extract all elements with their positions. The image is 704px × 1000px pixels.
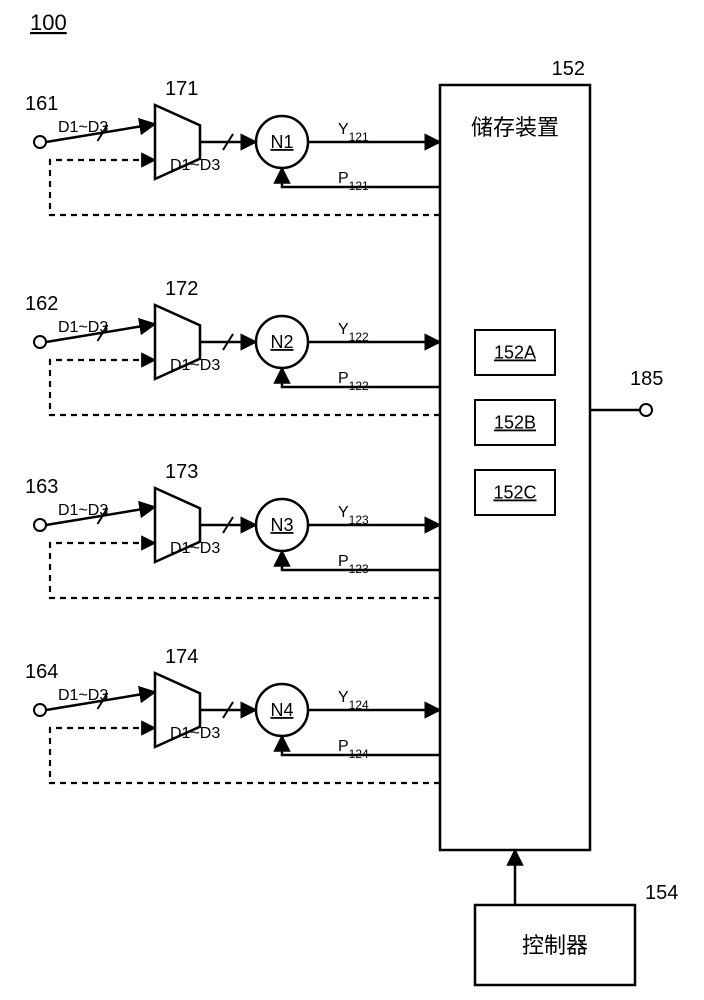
storage-ref: 152 [552,58,585,80]
signal-label: Y121 [338,121,369,144]
input-port [34,519,46,531]
input-ref: 161 [25,93,58,115]
d-label-bottom: D1~D3 [170,357,220,374]
storage-label: 储存装置 [471,115,559,140]
input-ref: 163 [25,476,58,498]
node-label: N2 [270,332,293,352]
input-ref: 164 [25,661,58,683]
d-label-bottom: D1~D3 [170,157,220,174]
storage-sub-label: 152C [493,483,536,503]
node-label: N4 [270,700,293,720]
d-label-bottom: D1~D3 [170,725,220,742]
mux-ref: 174 [165,646,198,668]
signal-label: P124 [338,738,369,761]
output-ref: 185 [630,368,663,390]
input-port [34,704,46,716]
signal-label: P123 [338,553,369,576]
node-label: N3 [270,515,293,535]
controller-ref: 154 [645,882,678,904]
input-port [34,136,46,148]
storage-sub-label: 152B [494,413,536,433]
mux-ref: 173 [165,461,198,483]
signal-label: Y124 [338,689,369,712]
node-label: N1 [270,132,293,152]
storage-box [440,85,590,850]
input-port [34,336,46,348]
mux-ref: 171 [165,78,198,100]
output-port [640,404,652,416]
d-label-top: D1~D3 [58,687,108,704]
signal-label: Y123 [338,504,369,527]
figure-ref: 100 [30,10,67,35]
mux-ref: 172 [165,278,198,300]
d-label-top: D1~D3 [58,119,108,136]
signal-label: Y122 [338,321,369,344]
signal-label: P122 [338,370,369,393]
storage-sub-label: 152A [494,343,536,363]
d-label-top: D1~D3 [58,502,108,519]
controller-label: 控制器 [522,933,588,958]
input-ref: 162 [25,293,58,315]
d-label-bottom: D1~D3 [170,540,220,557]
d-label-top: D1~D3 [58,319,108,336]
signal-label: P121 [338,170,369,193]
